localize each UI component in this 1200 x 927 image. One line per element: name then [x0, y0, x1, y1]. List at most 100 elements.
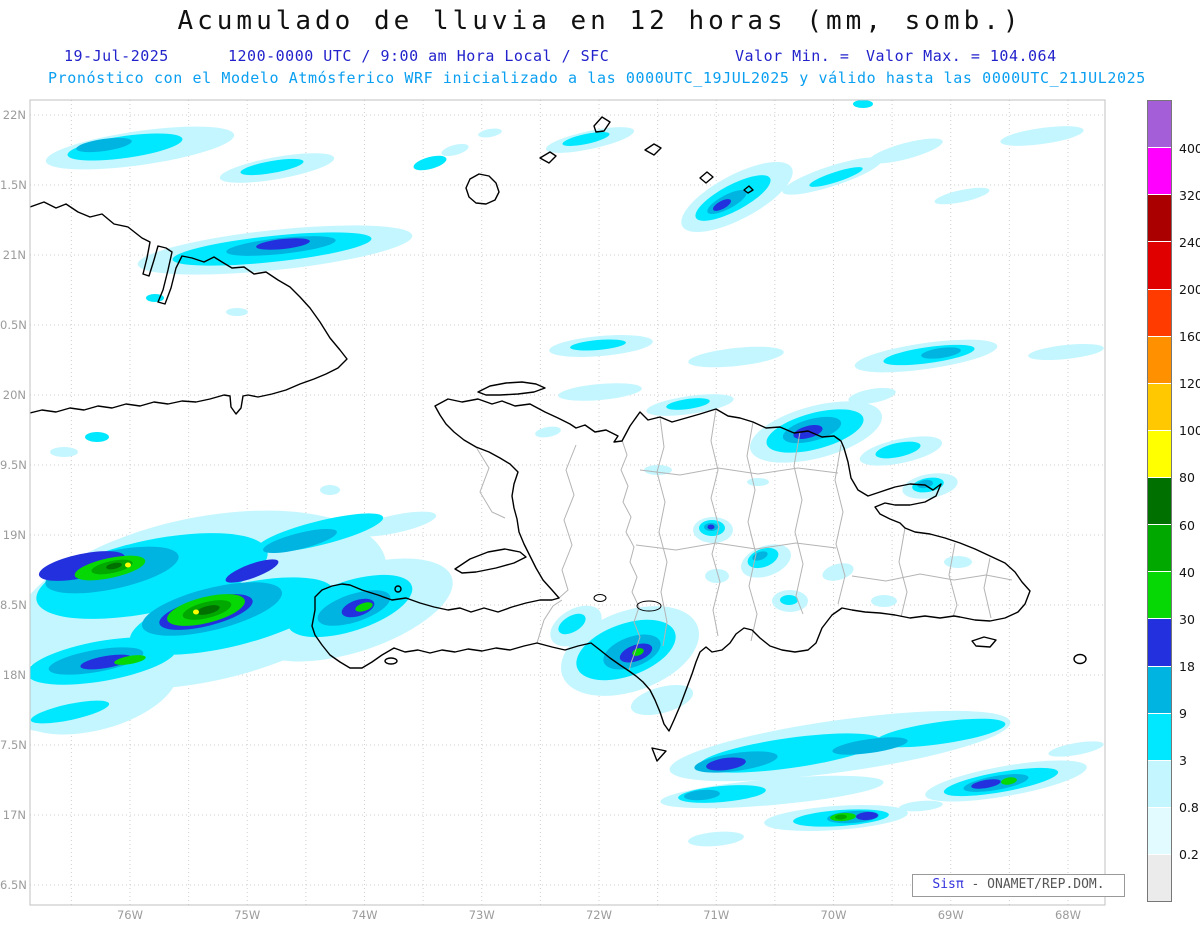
rain-cell — [822, 563, 854, 581]
x-tick-label: 69W — [937, 908, 964, 922]
page-title: Acumulado de lluvia en 12 horas (mm, som… — [177, 6, 1023, 36]
rain-cell — [899, 800, 943, 812]
colorbar-segment — [1148, 571, 1171, 619]
colorbar-segment — [1148, 759, 1171, 807]
colorbar-label: 200 — [1179, 282, 1200, 298]
rain-cell — [706, 757, 746, 771]
plot-frame — [29, 99, 1106, 906]
rain-cell — [875, 441, 921, 459]
valor-max-label: Valor Max. = 104.064 — [866, 47, 1057, 65]
rain-cell — [1000, 126, 1084, 146]
rain-cell — [684, 789, 720, 801]
small-island — [743, 185, 754, 194]
rain-cell — [793, 425, 823, 439]
rain-cell — [419, 563, 441, 573]
rain-cell — [226, 308, 248, 316]
rain-cell — [355, 602, 373, 612]
rain-cell — [917, 479, 933, 489]
sispi-logo-text: Sisπ — [932, 877, 964, 892]
x-tick-label: 76W — [116, 908, 143, 922]
rain-cell — [225, 559, 279, 583]
rain-cell — [114, 655, 146, 665]
colorbar-label: 240 — [1179, 235, 1200, 251]
province-border — [834, 444, 846, 605]
y-tick-label: 9.5N — [0, 458, 27, 472]
rain-cell — [712, 199, 732, 211]
rain-cell — [76, 137, 132, 153]
cayemites-island — [394, 585, 402, 593]
colorbar-segment — [1148, 477, 1171, 525]
province-border — [746, 421, 758, 642]
rain-cell — [38, 551, 126, 581]
rain-cell — [630, 684, 694, 716]
small-island — [593, 116, 611, 133]
cuba-coastline — [30, 201, 348, 415]
run-date: 19-Jul-2025 — [64, 47, 169, 65]
colorbar-segment — [1148, 382, 1171, 430]
rain-cell — [50, 447, 78, 457]
y-tick-label: 19N — [2, 528, 26, 542]
colorbar-segment — [1148, 806, 1171, 854]
ile-a-vache — [384, 657, 398, 665]
rain-cell — [707, 524, 715, 530]
rain-cell — [320, 485, 340, 495]
rain-cell — [780, 595, 798, 605]
rain-cell — [30, 700, 110, 724]
x-tick-label: 73W — [468, 908, 495, 922]
colorbar-label: 160 — [1179, 329, 1200, 345]
colorbar-segment — [1148, 147, 1171, 195]
coastlines — [30, 116, 1087, 762]
model-info-line: Pronóstico con el Modelo Atmósferico WRF… — [48, 69, 1146, 87]
rain-cell — [835, 814, 847, 820]
y-tick-label: 20N — [2, 388, 26, 402]
colorbar-segment — [1148, 335, 1171, 383]
province-border — [983, 557, 992, 619]
beata-island — [651, 747, 667, 762]
small-island — [644, 143, 662, 156]
rain-cell — [832, 737, 908, 755]
rain-cell — [705, 569, 729, 583]
rain-cell — [869, 138, 943, 164]
lake-enriquillo — [636, 600, 662, 612]
rain-cell — [67, 133, 183, 161]
province-border — [710, 408, 721, 637]
rain-cell — [106, 562, 122, 570]
rain-cell — [944, 556, 972, 568]
province-border — [851, 573, 1013, 582]
small-island — [699, 171, 714, 184]
colorbar-label: 0.2 — [1179, 846, 1199, 862]
rain-cell — [263, 528, 337, 554]
province-border — [635, 542, 837, 551]
colorbar-segment — [1148, 241, 1171, 289]
valor-min-label: Valor Min. = — [735, 47, 850, 65]
colorbar-segment — [1148, 194, 1171, 242]
rain-cell — [934, 187, 990, 205]
rain-cell — [353, 511, 437, 537]
x-tick-label: 71W — [703, 908, 730, 922]
colorbar-segment — [1148, 524, 1171, 572]
x-tick-label: 72W — [585, 908, 612, 922]
colorbar-segment — [1148, 101, 1171, 148]
great-inagua-island — [465, 173, 500, 205]
rain-cell — [256, 238, 310, 250]
rain-cell — [921, 347, 961, 359]
colorbar-segment — [1148, 429, 1171, 477]
rain-cell — [80, 654, 132, 670]
y-tick-label: 21N — [2, 248, 26, 262]
x-tick-label: 68W — [1054, 908, 1081, 922]
rain-cell — [747, 478, 769, 486]
rain-cell — [558, 383, 642, 401]
colorbar-label: 9 — [1179, 705, 1187, 721]
colorbar-label: 18 — [1179, 658, 1195, 674]
department-border — [536, 599, 563, 644]
colorbar-segment — [1148, 288, 1171, 336]
y-tick-label: 6.5N — [0, 878, 27, 892]
y-tick-label: 0.5N — [0, 318, 27, 332]
rain-cell — [570, 339, 626, 351]
colorbar-label: 40 — [1179, 564, 1195, 580]
colorbar-label: 60 — [1179, 517, 1195, 533]
x-tick-label: 74W — [351, 908, 378, 922]
rain-cell — [871, 595, 897, 607]
department-border — [475, 446, 506, 519]
